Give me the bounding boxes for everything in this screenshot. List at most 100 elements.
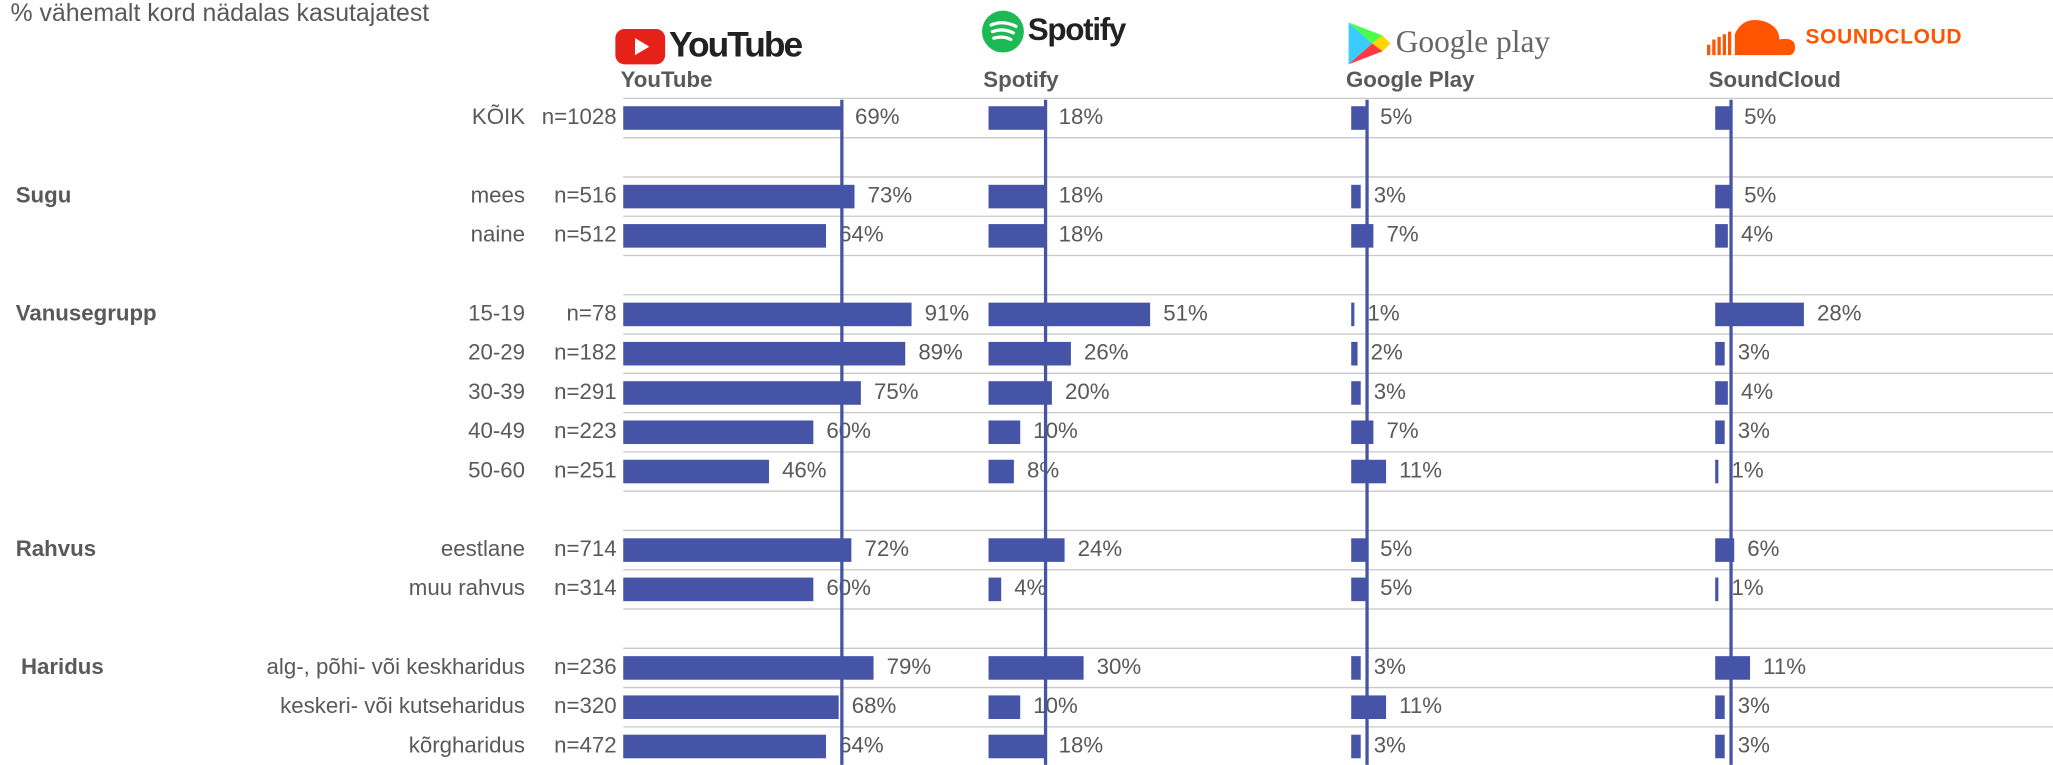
bar bbox=[1351, 224, 1374, 248]
bar bbox=[1351, 302, 1355, 327]
bar bbox=[1715, 577, 1719, 602]
value-label: 68% bbox=[852, 693, 897, 718]
series-label: SoundCloud bbox=[1709, 67, 1841, 92]
bar bbox=[1351, 734, 1361, 759]
n-label: n=516 bbox=[554, 182, 617, 207]
bar bbox=[1351, 656, 1361, 680]
category-label: 20-29 bbox=[468, 340, 525, 365]
value-label: 1% bbox=[1731, 457, 1763, 482]
bar bbox=[623, 656, 874, 680]
value-label: 26% bbox=[1084, 340, 1129, 365]
n-label: n=182 bbox=[554, 340, 617, 365]
value-label: 4% bbox=[1014, 575, 1046, 600]
n-label: n=223 bbox=[554, 418, 617, 443]
n-label: n=314 bbox=[554, 575, 617, 600]
bar bbox=[1715, 184, 1732, 209]
bar bbox=[623, 341, 906, 366]
category-label: naine bbox=[471, 222, 525, 247]
bar bbox=[623, 420, 814, 445]
value-label: 18% bbox=[1059, 104, 1104, 129]
n-label: n=291 bbox=[554, 379, 617, 404]
n-label: n=251 bbox=[554, 457, 617, 482]
value-label: 7% bbox=[1386, 222, 1418, 247]
bar bbox=[988, 106, 1046, 130]
bar bbox=[1715, 381, 1728, 405]
value-label: 30% bbox=[1097, 654, 1142, 679]
n-label: n=512 bbox=[554, 222, 617, 247]
value-label: 4% bbox=[1741, 222, 1773, 247]
value-label: 5% bbox=[1380, 104, 1412, 129]
bar bbox=[1715, 734, 1725, 759]
value-label: 10% bbox=[1033, 418, 1078, 443]
value-label: 3% bbox=[1374, 182, 1406, 207]
bar bbox=[1715, 302, 1804, 327]
category-label: muu rahvus bbox=[409, 575, 525, 600]
category-label: alg-, põhi- või keskharidus bbox=[267, 654, 525, 679]
value-label: 79% bbox=[887, 654, 932, 679]
value-label: 1% bbox=[1731, 575, 1763, 600]
bar bbox=[1715, 420, 1725, 445]
value-label: 51% bbox=[1163, 300, 1208, 325]
category-label: KÕIK bbox=[472, 104, 525, 129]
google-play-logo: Google play bbox=[1348, 22, 1551, 65]
category-label: mees bbox=[471, 182, 525, 207]
value-label: 75% bbox=[874, 379, 919, 404]
bar bbox=[623, 577, 814, 602]
category-label: 15-19 bbox=[468, 300, 525, 325]
value-label: 64% bbox=[839, 732, 884, 757]
value-label: 20% bbox=[1065, 379, 1110, 404]
category-label: 30-39 bbox=[468, 379, 525, 404]
value-label: 5% bbox=[1744, 182, 1776, 207]
youtube-logo: YouTube bbox=[615, 26, 805, 65]
series-label: Google Play bbox=[1346, 67, 1475, 92]
bar bbox=[988, 184, 1046, 209]
value-label: 3% bbox=[1738, 418, 1770, 443]
n-label: n=472 bbox=[554, 732, 617, 757]
group-label: Rahvus bbox=[16, 536, 96, 561]
category-label: keskeri- või kutseharidus bbox=[280, 693, 525, 718]
bar bbox=[988, 224, 1046, 248]
value-label: 11% bbox=[1399, 693, 1442, 718]
category-label: 40-49 bbox=[468, 418, 525, 443]
n-label: n=1028 bbox=[542, 104, 617, 129]
bar bbox=[988, 459, 1014, 484]
value-label: 8% bbox=[1027, 457, 1059, 482]
bar bbox=[988, 538, 1065, 562]
logo-text: Spotify bbox=[1028, 12, 1127, 47]
value-label: 18% bbox=[1059, 182, 1104, 207]
value-label: 18% bbox=[1059, 732, 1104, 757]
bar bbox=[1351, 538, 1368, 562]
value-label: 2% bbox=[1371, 340, 1403, 365]
value-label: 73% bbox=[868, 182, 913, 207]
bar bbox=[988, 420, 1021, 445]
value-label: 3% bbox=[1374, 732, 1406, 757]
n-label: n=320 bbox=[554, 693, 617, 718]
value-label: 11% bbox=[1763, 654, 1806, 679]
n-label: n=236 bbox=[554, 654, 617, 679]
value-label: 60% bbox=[826, 418, 871, 443]
bar bbox=[623, 184, 855, 209]
logo-text: Google play bbox=[1396, 24, 1551, 59]
value-label: 1% bbox=[1367, 300, 1399, 325]
group-label: Vanusegrupp bbox=[16, 300, 157, 325]
value-label: 5% bbox=[1380, 536, 1412, 561]
value-label: 5% bbox=[1380, 575, 1412, 600]
bar bbox=[623, 538, 852, 562]
value-label: 28% bbox=[1817, 300, 1862, 325]
value-label: 7% bbox=[1386, 418, 1418, 443]
bar bbox=[1715, 459, 1719, 484]
value-label: 4% bbox=[1741, 379, 1773, 404]
group-label: Haridus bbox=[21, 654, 104, 679]
bar bbox=[988, 734, 1046, 759]
value-label: 46% bbox=[782, 457, 827, 482]
value-label: 69% bbox=[855, 104, 900, 129]
series-label: Spotify bbox=[983, 67, 1059, 92]
bar bbox=[988, 302, 1151, 327]
logo-text: SOUNDCLOUD bbox=[1806, 26, 1963, 49]
bar bbox=[1351, 341, 1358, 366]
bar bbox=[1715, 224, 1728, 248]
value-label: 5% bbox=[1744, 104, 1776, 129]
bar bbox=[623, 381, 861, 405]
value-label: 64% bbox=[839, 222, 884, 247]
